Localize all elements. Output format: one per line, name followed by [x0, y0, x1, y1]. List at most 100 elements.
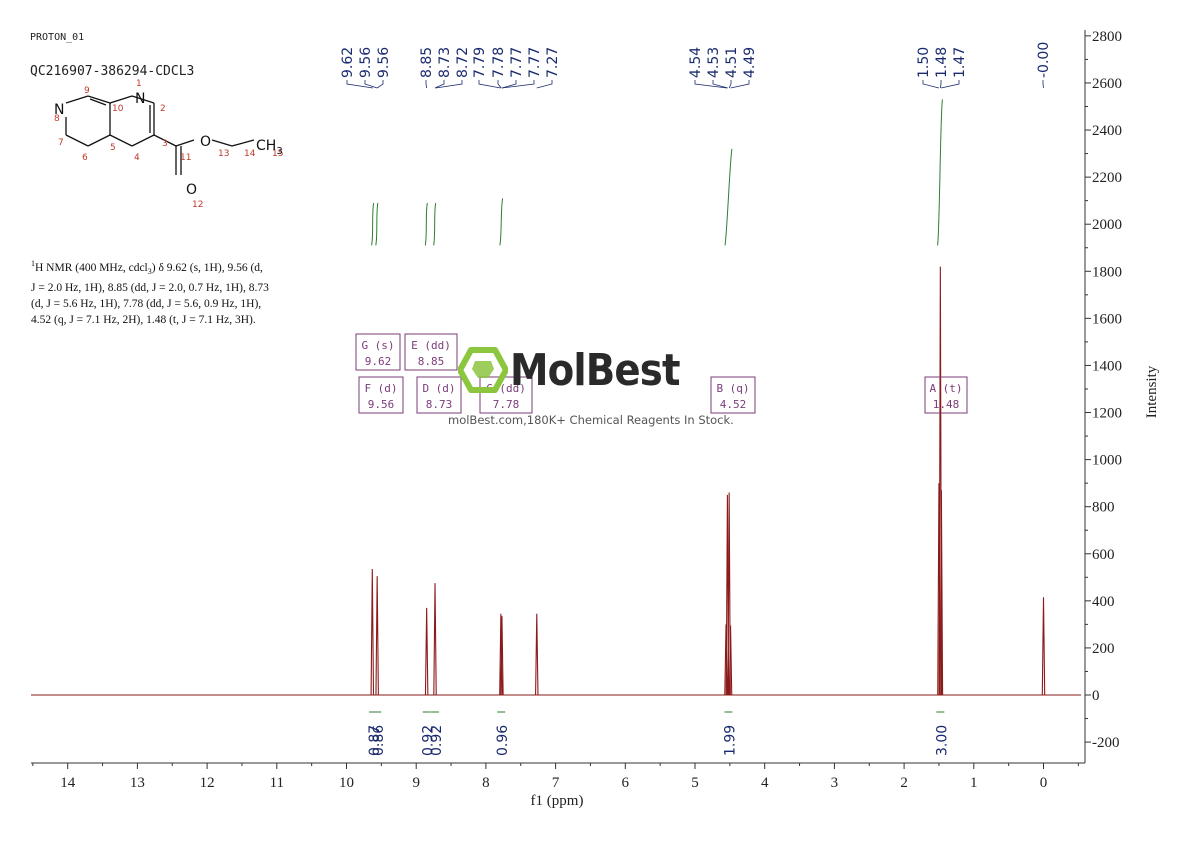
peak-label-leader: [940, 80, 960, 89]
spectrum-peak: [727, 492, 731, 696]
structure-bond: [65, 95, 89, 104]
peak-label-leader: [346, 80, 374, 89]
peak-label-leader: [922, 80, 940, 89]
multiplet-shift: 7.78: [493, 398, 520, 411]
structure-bond: [231, 139, 255, 147]
x-tick-label: 5: [691, 775, 699, 791]
multiplet-shift: 8.85: [418, 355, 445, 368]
spectrum-peak: [424, 607, 429, 696]
y-axis-title: Intensity: [1144, 365, 1160, 418]
peak-label-leader: [730, 80, 750, 89]
peak-label-leader: [425, 80, 428, 89]
x-tick-label: 12: [200, 775, 215, 791]
multiplet-box: [924, 376, 968, 414]
structure-atom-symbol: O: [186, 182, 197, 198]
y-tick-label: 1000: [1092, 453, 1122, 469]
integral-curve: [371, 202, 375, 246]
integral-value: 0.87: [367, 725, 383, 756]
structure-bond: [65, 134, 89, 147]
peak-label-leader: [478, 80, 501, 89]
peak-label: 8.85: [419, 47, 435, 78]
integral-value: 0.86: [371, 725, 387, 756]
integral-curve: [499, 198, 504, 246]
structure-atom-number: 2: [160, 104, 166, 114]
multiplet-box: [404, 333, 458, 371]
y-tick-label: 2400: [1092, 123, 1122, 139]
peak-label-leader: [364, 80, 378, 89]
structure-bond: [175, 139, 195, 147]
integral-value: 3.00: [934, 725, 950, 756]
integral-curve: [375, 202, 379, 246]
multiplet-box: [416, 376, 462, 414]
multiplet-box: [355, 333, 401, 371]
multiplet-box: [358, 376, 404, 414]
peak-label-leader: [434, 80, 445, 89]
y-tick-label: 1200: [1092, 406, 1122, 422]
structure-atom-number: 15: [272, 149, 283, 159]
spectrum-peak: [500, 616, 504, 696]
y-tick-label: 1400: [1092, 358, 1122, 374]
peak-label: 7.77: [509, 47, 525, 78]
structure-atom-number: 9: [84, 86, 90, 96]
peak-label-leader: [501, 80, 535, 89]
y-tick-label: 800: [1092, 500, 1115, 516]
structure-atom-number: 6: [82, 153, 88, 163]
spectrum-peak: [375, 576, 379, 696]
structure-bond: [109, 95, 133, 104]
peak-label: 4.54: [688, 47, 704, 78]
molbest-watermark: MolBest: [458, 343, 768, 403]
multiplet-shift: 9.62: [365, 355, 392, 368]
integral-value: 1.99: [722, 725, 738, 756]
peak-label: 1.47: [952, 47, 968, 78]
multiplet-id: A (t): [929, 382, 962, 395]
sample-name: QC216907-386294-CDCL3: [30, 64, 195, 79]
structure-atom-number: 1: [136, 79, 142, 89]
spectrum-peak: [433, 583, 437, 696]
x-tick-label: 10: [339, 775, 354, 791]
peak-label: 7.78: [491, 47, 507, 78]
structure-atom-symbol: O: [200, 134, 211, 150]
x-tick-label: 2: [900, 775, 908, 791]
summary-line-1: 1H NMR (400 MHz, cdcl3) δ 9.62 (s, 1H), …: [31, 259, 263, 277]
watermark-brand: MolBest: [510, 345, 680, 396]
structure-atom-number: 3: [162, 139, 168, 149]
x-tick-label: 13: [130, 775, 145, 791]
peak-label-leader: [694, 80, 728, 89]
multiplet-id: F (d): [364, 382, 397, 395]
structure-atom-number: 7: [58, 138, 64, 148]
x-tick-label: 14: [60, 775, 76, 791]
peak-label-leader: [939, 80, 942, 89]
multiplet-id: B (q): [716, 382, 749, 395]
peak-label: 4.53: [706, 47, 722, 78]
y-tick-label: 2800: [1092, 29, 1122, 45]
multiplet-shift: 4.52: [720, 398, 747, 411]
multiplet-box: [479, 376, 533, 414]
spectrum-peak: [1041, 597, 1046, 696]
y-tick-label: 200: [1092, 641, 1115, 657]
y-tick-label: 2600: [1092, 76, 1122, 92]
nmr-summary-text: 1H NMR (400 MHz, cdcl3) δ 9.62 (s, 1H), …: [31, 256, 321, 328]
peak-label-leader: [1042, 80, 1044, 89]
summary-line-2: J = 2.0 Hz, 1H), 8.85 (dd, J = 2.0, 0.7 …: [31, 282, 269, 295]
peak-label: 9.56: [376, 47, 392, 78]
structure-atom-number: 13: [218, 149, 229, 159]
integral-curve: [937, 99, 943, 246]
structure-atom-number: 8: [54, 114, 60, 124]
x-tick-label: 6: [622, 775, 630, 791]
multiplet-id: G (s): [361, 339, 394, 352]
structure-atom-number: 14: [244, 149, 256, 159]
peak-label-leader: [435, 80, 463, 89]
structure-bond: [87, 134, 111, 147]
summary-line-4: 4.52 (q, J = 7.1 Hz, 2H), 1.48 (t, J = 7…: [31, 314, 256, 327]
peak-label: 9.62: [340, 47, 356, 78]
integral-value: 0.92: [429, 725, 445, 756]
integral-value: 0.96: [495, 725, 511, 756]
structure-bond: [87, 95, 111, 104]
structure-atom-number: 11: [180, 153, 191, 163]
x-tick-label: 3: [831, 775, 839, 791]
y-tick-label: 1600: [1092, 311, 1122, 327]
spectrum-peak: [370, 569, 375, 696]
x-axis-title: f1 (ppm): [531, 793, 584, 809]
structure-bond: [131, 95, 155, 104]
